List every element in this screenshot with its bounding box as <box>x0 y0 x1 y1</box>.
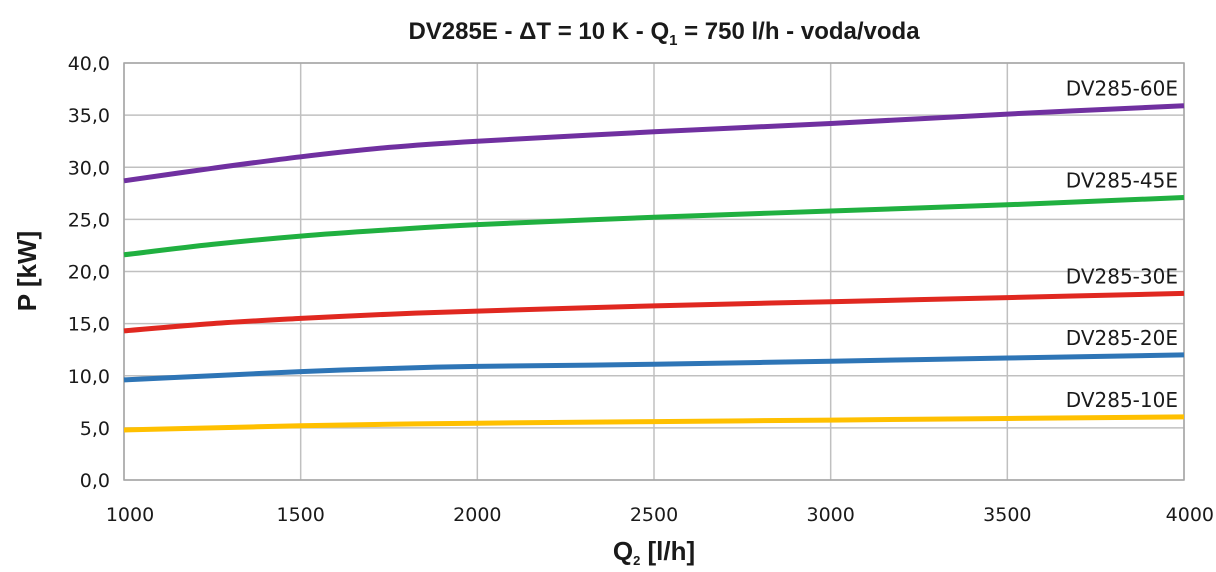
y-tick-label: 10,0 <box>68 366 110 388</box>
series-line-dv285-60e <box>123 103 1185 184</box>
y-tick-label: 20,0 <box>68 262 110 284</box>
chart-title-subscript: 1 <box>669 32 677 49</box>
series-label: DV285-60E <box>1066 77 1178 101</box>
y-tick-label: 25,0 <box>68 209 110 231</box>
x-tick-label: 2500 <box>630 504 678 526</box>
x-tick-label: 3000 <box>806 504 854 526</box>
y-tick-label: 40,0 <box>68 53 110 75</box>
chart-title-rest: = 750 l/h - voda/voda <box>677 18 920 45</box>
y-axis-ticks: 0,0 5,0 10,0 15,0 20,0 25,0 30,0 35,0 40,0 <box>68 53 110 492</box>
x-axis-ticks: 1000 1500 2000 2500 3000 3500 4000 <box>106 504 1214 526</box>
x-tick-label: 3500 <box>983 504 1031 526</box>
series-line-dv285-10e <box>123 414 1185 433</box>
y-tick-label: 30,0 <box>68 157 110 179</box>
x-tick-label: 2000 <box>453 504 501 526</box>
x-tick-label: 4000 <box>1166 504 1214 526</box>
chart-title: DV285E - ΔT = 10 K - Q1 = 750 l/h - voda… <box>408 18 920 49</box>
series-line-dv285-20e <box>123 352 1185 383</box>
series-label: DV285-10E <box>1066 388 1178 412</box>
series-labels: DV285-60E DV285-45E DV285-30E DV285-20E DV28… <box>1066 77 1178 412</box>
plot-area-frame <box>123 62 1185 481</box>
series-group <box>123 103 1185 433</box>
x-axis-title: Q2 [l/h] <box>613 536 695 568</box>
y-tick-label: 0,0 <box>80 470 110 492</box>
y-tick-label: 35,0 <box>68 105 110 127</box>
series-label: DV285-30E <box>1066 264 1178 288</box>
series-label: DV285-20E <box>1066 326 1178 350</box>
y-tick-label: 15,0 <box>68 314 110 336</box>
x-axis-title-subscript: 2 <box>633 553 640 568</box>
chart-title-main: DV285E - ΔT = 10 K - Q <box>408 18 669 45</box>
y-axis-title: P [kW] <box>12 231 42 311</box>
series-line-dv285-30e <box>123 290 1185 334</box>
x-tick-label: 1000 <box>106 504 154 526</box>
y-tick-label: 5,0 <box>80 418 110 440</box>
x-axis-title-rest: [l/h] <box>640 536 695 566</box>
x-axis-title-main: Q <box>613 536 633 566</box>
series-line-dv285-45e <box>123 195 1185 258</box>
series-label: DV285-45E <box>1066 168 1178 192</box>
x-tick-label: 1500 <box>276 504 324 526</box>
